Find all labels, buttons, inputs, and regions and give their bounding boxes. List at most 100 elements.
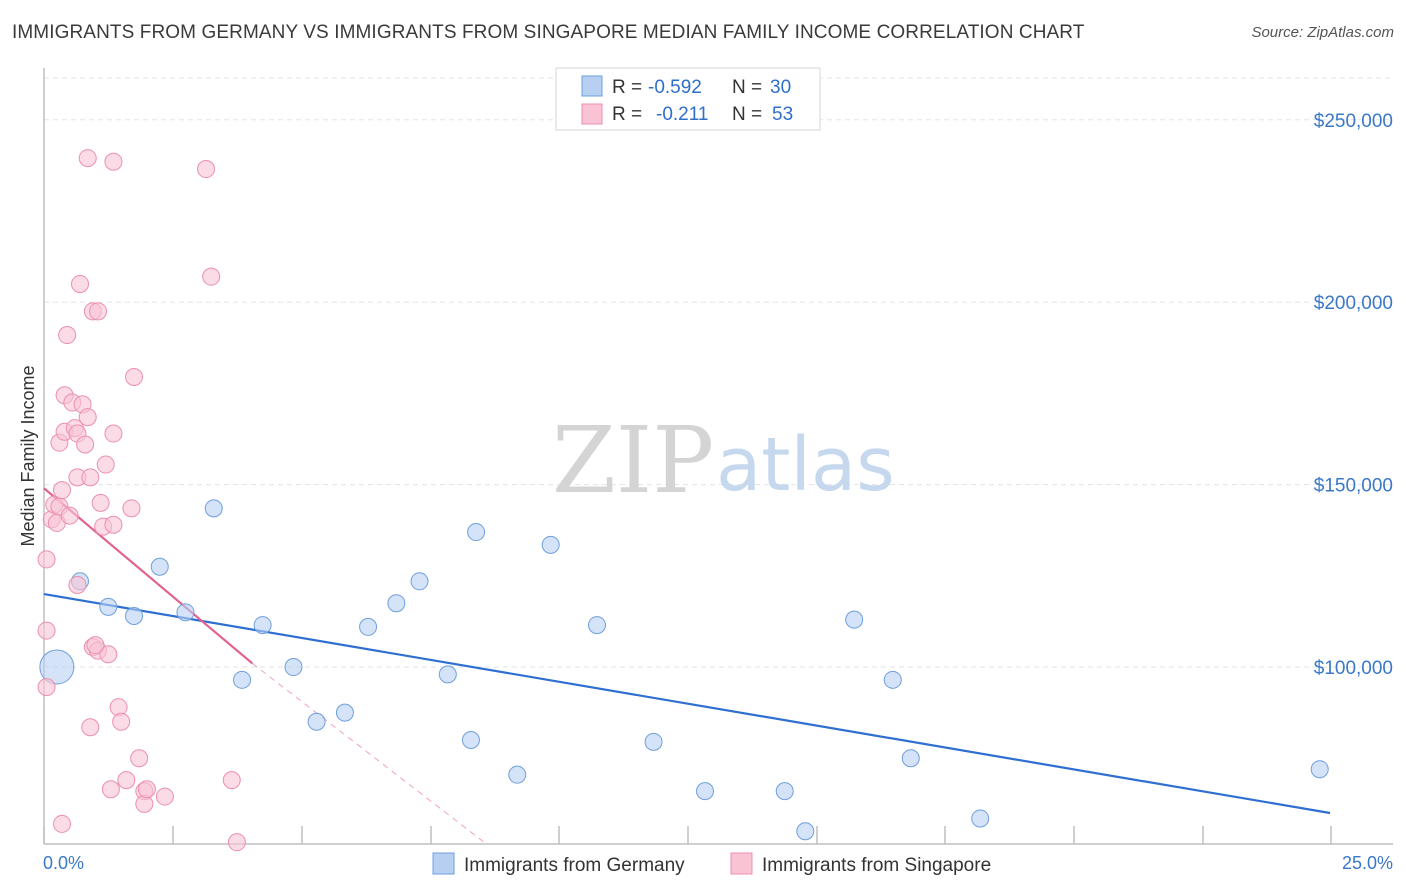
singapore-point <box>86 636 105 655</box>
y-tick-label: $100,000 <box>1314 658 1393 679</box>
y-tick-labels: $100,000 $150,000 $200,000 $250,000 <box>1314 111 1393 679</box>
germany-point <box>883 670 902 689</box>
germany-point <box>387 594 406 613</box>
germany-point <box>696 782 715 801</box>
legend-r-label-germany: R = <box>612 77 642 98</box>
watermark-zip: ZIP <box>552 407 714 514</box>
y-tick-label: $150,000 <box>1314 476 1393 497</box>
x-tick-label-max: 25.0% <box>1342 853 1393 873</box>
legend-r-label-singapore: R = <box>612 104 642 125</box>
germany-point <box>204 499 223 518</box>
singapore-point <box>76 435 95 454</box>
axes <box>43 68 1393 845</box>
legend-swatch-singapore <box>581 103 603 125</box>
bottom-legend-label-germany: Immigrants from Germany <box>464 855 685 876</box>
singapore-point <box>135 794 154 813</box>
germany-point <box>438 665 457 684</box>
singapore-point <box>117 771 136 790</box>
y-axis-label: Median Family Income <box>18 365 38 546</box>
germany-point <box>901 749 920 768</box>
singapore-point <box>53 481 72 500</box>
singapore-point <box>89 302 108 321</box>
singapore-point <box>78 149 97 168</box>
germany-point <box>845 610 864 629</box>
germany-point <box>359 617 378 636</box>
germany-point <box>1310 760 1329 779</box>
singapore-trend-extension <box>252 663 487 845</box>
trend-lines <box>43 487 1331 845</box>
germany-point <box>508 765 527 784</box>
singapore-point <box>137 780 156 799</box>
y-tick-label: $200,000 <box>1314 293 1393 314</box>
singapore-point <box>37 550 56 569</box>
watermark-atlas: atlas <box>716 422 895 508</box>
singapore-point <box>53 814 72 833</box>
bottom-legend-swatch-germany <box>432 852 455 875</box>
germany-point <box>233 670 252 689</box>
y-tick-label: $250,000 <box>1314 111 1393 132</box>
legend-swatch-germany <box>581 75 603 97</box>
germany-point <box>796 822 815 841</box>
legend-r-value-germany: -0.592 <box>648 77 702 98</box>
bottom-legend: Immigrants from Germany Immigrants from … <box>432 852 991 876</box>
singapore-point <box>91 493 110 512</box>
singapore-point <box>130 749 149 768</box>
singapore-point <box>197 160 216 179</box>
singapore-point <box>81 718 100 737</box>
germany-point <box>644 732 663 751</box>
germany-point <box>253 616 272 635</box>
germany-point <box>410 572 429 591</box>
singapore-point <box>60 506 79 525</box>
singapore-point <box>68 575 87 594</box>
singapore-point <box>104 152 123 171</box>
grid-lines <box>44 77 1393 668</box>
singapore-point <box>122 499 141 518</box>
singapore-point <box>222 771 241 790</box>
legend-n-label-germany: N = <box>732 77 762 98</box>
germany-point <box>284 658 303 677</box>
germany-point <box>125 606 144 625</box>
singapore-point <box>101 780 120 799</box>
singapore-point <box>112 712 131 731</box>
germany-point <box>307 712 326 731</box>
legend: R = -0.592 N = 30 R = -0.211 N = 53 <box>555 67 821 131</box>
germany-point <box>99 597 118 616</box>
singapore-point <box>81 468 100 487</box>
x-tick-label-min: 0.0% <box>43 853 84 873</box>
singapore-point <box>37 678 56 697</box>
singapore-point <box>104 515 123 534</box>
chart-source: Source: ZipAtlas.com <box>1251 24 1394 41</box>
singapore-point <box>99 645 118 664</box>
singapore-point <box>58 326 77 345</box>
legend-n-value-singapore: 53 <box>772 104 793 125</box>
bottom-legend-label-singapore: Immigrants from Singapore <box>762 855 991 876</box>
germany-point <box>176 603 195 622</box>
germany-point <box>541 535 560 554</box>
singapore-point <box>109 698 128 717</box>
singapore-point <box>37 621 56 640</box>
germany-point <box>467 523 486 542</box>
germany-point <box>461 731 480 750</box>
singapore-point <box>71 274 90 293</box>
bottom-legend-swatch-singapore <box>730 852 753 875</box>
germany-point <box>150 557 169 576</box>
legend-n-label-singapore: N = <box>732 104 762 125</box>
singapore-point <box>125 367 144 386</box>
watermark: ZIP atlas <box>552 407 895 514</box>
germany-point <box>971 809 990 828</box>
germany-point <box>335 703 354 722</box>
germany-point <box>39 649 75 685</box>
singapore-point <box>202 267 221 286</box>
singapore-point <box>96 455 115 474</box>
legend-r-value-singapore: -0.211 <box>656 104 708 125</box>
singapore-trend-line <box>43 487 254 665</box>
germany-point <box>587 616 606 635</box>
data-points <box>37 149 1329 852</box>
chart-title: IMMIGRANTS FROM GERMANY VS IMMIGRANTS FR… <box>12 22 1085 43</box>
legend-n-value-germany: 30 <box>770 77 791 98</box>
singapore-point <box>104 424 123 443</box>
singapore-point <box>155 787 174 806</box>
singapore-point <box>227 833 246 852</box>
germany-point <box>775 782 794 801</box>
